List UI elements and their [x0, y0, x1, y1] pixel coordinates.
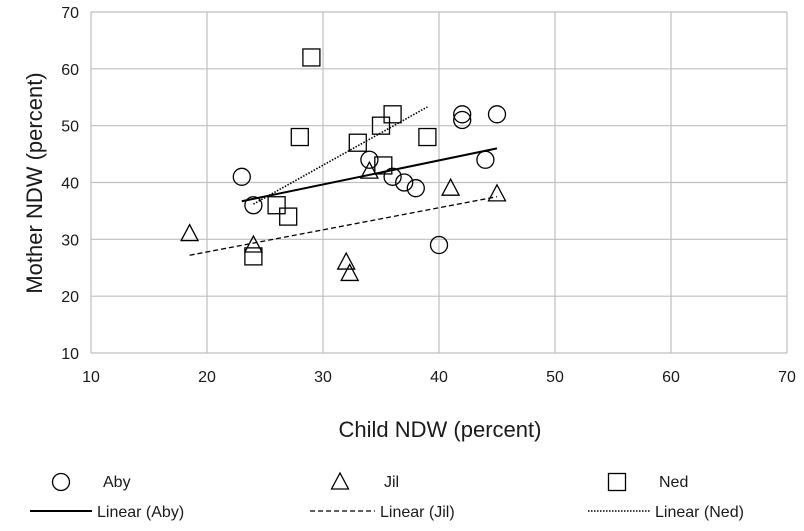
jil-point: [359, 160, 379, 179]
aby-point: [429, 235, 449, 255]
trendline-dashed: [189, 196, 498, 256]
ned-point: [383, 105, 402, 124]
x-tick-label: 20: [198, 369, 216, 386]
aby-point: [487, 105, 507, 124]
x-axis-title: Child NDW (percent): [339, 417, 542, 442]
x-tick-labels: 10 20 30 40 50 60 70: [82, 369, 796, 386]
ned-point: [267, 196, 286, 215]
y-tick-label: 40: [61, 176, 79, 193]
aby-point: [383, 167, 402, 186]
x-tick-label: 60: [662, 369, 680, 386]
legend-label-ned: Ned: [659, 474, 688, 491]
legend-square-marker: [607, 472, 627, 492]
legend-triangle-marker: [330, 471, 350, 490]
ned-point: [371, 116, 391, 135]
ned-point: [374, 156, 393, 175]
legend: Aby Jil Ned Linear (Aby) Linear (Jil) Linear …: [30, 471, 744, 521]
jil-point: [180, 223, 200, 242]
legend-label-jil: Jil: [384, 474, 399, 491]
aby-point: [453, 105, 472, 124]
aby-point: [244, 196, 263, 215]
legend-label-trendline: Linear (Ned): [655, 504, 744, 521]
jil-point: [336, 251, 356, 270]
y-tick-label: 10: [61, 346, 79, 363]
jil-point: [441, 177, 461, 196]
x-tick-label: 50: [546, 369, 564, 386]
y-axis-title: Mother NDW (percent): [22, 72, 47, 293]
y-tick-label: 70: [61, 5, 79, 22]
x-tick-label: 10: [82, 369, 100, 386]
y-tick-labels: 10 20 30 40 50 60 70: [61, 5, 79, 363]
x-tick-label: 70: [778, 369, 796, 386]
y-tick-label: 60: [61, 62, 79, 79]
ned-point: [302, 48, 321, 67]
legend-label-trendline: Linear (Jil): [380, 504, 455, 521]
y-tick-label: 50: [61, 119, 79, 136]
legend-circle-marker: [51, 472, 71, 492]
ned-point: [244, 247, 263, 266]
y-tick-label: 30: [61, 232, 79, 249]
aby-point: [453, 110, 472, 130]
x-tick-label: 40: [430, 369, 448, 386]
x-tick-label: 30: [314, 369, 332, 386]
jil-point: [487, 183, 507, 202]
legend-label-aby: Aby: [103, 474, 131, 491]
ned-point: [348, 133, 367, 152]
trendline-solid: [241, 147, 498, 203]
grid-lines: [90, 11, 788, 354]
data-points: [180, 48, 507, 282]
y-tick-label: 20: [61, 289, 79, 306]
aby-point: [476, 150, 495, 169]
jil-point: [340, 263, 360, 282]
ned-point: [418, 127, 437, 147]
ned-point: [279, 207, 298, 226]
aby-point: [406, 179, 425, 198]
legend-label-trendline: Linear (Aby): [97, 504, 184, 521]
aby-point: [395, 173, 414, 192]
aby-point: [360, 150, 379, 169]
ned-point: [290, 127, 309, 147]
jil-point: [243, 234, 263, 253]
aby-point: [232, 167, 251, 186]
